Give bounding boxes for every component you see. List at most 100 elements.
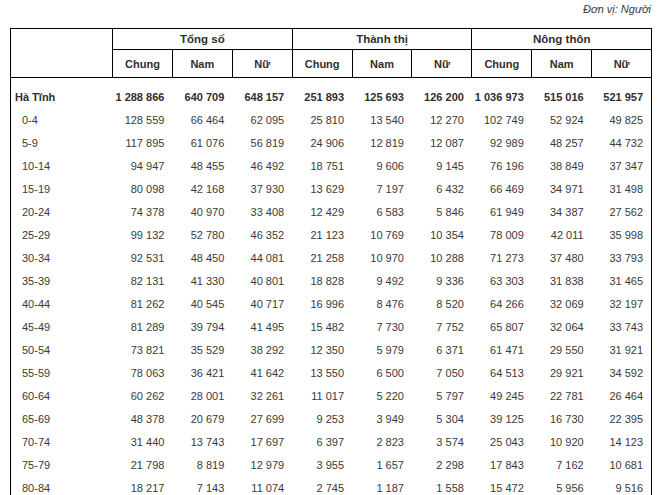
cell-value: 17 697 <box>232 431 292 454</box>
cell-value: 7 162 <box>532 454 592 477</box>
cell-value: 29 921 <box>532 362 592 385</box>
cell-value: 44 732 <box>592 132 652 155</box>
cell-value: 31 440 <box>113 431 173 454</box>
cell-value: 61 949 <box>472 201 532 224</box>
cell-value: 10 354 <box>412 224 472 247</box>
cell-value: 10 288 <box>412 247 472 270</box>
cell-value: 60 262 <box>113 385 173 408</box>
cell-value: 3 955 <box>292 454 352 477</box>
cell-value: 31 465 <box>592 270 652 293</box>
cell-value: 41 330 <box>172 270 232 293</box>
cell-value: 34 387 <box>532 201 592 224</box>
cell-value: 515 016 <box>532 78 592 110</box>
col-group-rural: Nông thôn <box>472 29 652 50</box>
cell-value: 37 930 <box>232 178 292 201</box>
cell-value: 1 036 973 <box>472 78 532 110</box>
cell-value: 71 273 <box>472 247 532 270</box>
cell-value: 18 217 <box>113 477 173 495</box>
cell-value: 15 472 <box>472 477 532 495</box>
cell-value: 99 132 <box>113 224 173 247</box>
cell-value: 64 266 <box>472 293 532 316</box>
row-label: 75-79 <box>11 454 113 477</box>
cell-value: 11 074 <box>232 477 292 495</box>
row-label: Hà Tĩnh <box>11 78 113 110</box>
cell-value: 41 495 <box>232 316 292 339</box>
cell-value: 13 629 <box>292 178 352 201</box>
cell-value: 8 819 <box>172 454 232 477</box>
table-row: Hà Tĩnh1 288 866640 709648 157251 893125… <box>11 78 652 110</box>
cell-value: 10 920 <box>532 431 592 454</box>
cell-value: 117 895 <box>113 132 173 155</box>
cell-value: 32 197 <box>592 293 652 316</box>
cell-value: 20 679 <box>172 408 232 431</box>
cell-value: 3 574 <box>412 431 472 454</box>
cell-value: 33 408 <box>232 201 292 224</box>
cell-value: 48 450 <box>172 247 232 270</box>
cell-value: 34 971 <box>532 178 592 201</box>
cell-value: 64 513 <box>472 362 532 385</box>
cell-value: 5 979 <box>352 339 412 362</box>
cell-value: 1 288 866 <box>113 78 173 110</box>
cell-value: 21 123 <box>292 224 352 247</box>
cell-value: 61 471 <box>472 339 532 362</box>
cell-value: 32 261 <box>232 385 292 408</box>
cell-value: 44 081 <box>232 247 292 270</box>
cell-value: 126 200 <box>412 78 472 110</box>
cell-value: 78 063 <box>113 362 173 385</box>
cell-value: 3 949 <box>352 408 412 431</box>
cell-value: 28 001 <box>172 385 232 408</box>
sub-header-urban-male: Nam <box>352 50 412 78</box>
table-row: 25-2999 13252 78046 35221 12310 76910 35… <box>11 224 652 247</box>
cell-value: 18 828 <box>292 270 352 293</box>
table-row: 45-4981 28939 79441 49515 4827 7307 7526… <box>11 316 652 339</box>
table-row: 5-9117 89561 07656 81924 90612 81912 087… <box>11 132 652 155</box>
cell-value: 40 801 <box>232 270 292 293</box>
cell-value: 1 558 <box>412 477 472 495</box>
row-label: 50-54 <box>11 339 113 362</box>
cell-value: 1 657 <box>352 454 412 477</box>
cell-value: 5 846 <box>412 201 472 224</box>
cell-value: 49 245 <box>472 385 532 408</box>
cell-value: 648 157 <box>232 78 292 110</box>
cell-value: 12 087 <box>412 132 472 155</box>
cell-value: 37 480 <box>532 247 592 270</box>
cell-value: 38 292 <box>232 339 292 362</box>
cell-value: 78 009 <box>472 224 532 247</box>
cell-value: 40 545 <box>172 293 232 316</box>
table-row: 80-8418 2177 14311 0742 7451 1871 55815 … <box>11 477 652 495</box>
cell-value: 32 069 <box>532 293 592 316</box>
row-label: 65-69 <box>11 408 113 431</box>
cell-value: 65 807 <box>472 316 532 339</box>
cell-value: 9 253 <box>292 408 352 431</box>
row-label: 25-29 <box>11 224 113 247</box>
cell-value: 33 743 <box>592 316 652 339</box>
cell-value: 31 498 <box>592 178 652 201</box>
table-row: 0-4128 55966 46462 09525 81013 54012 270… <box>11 109 652 132</box>
table-row: 10-1494 94748 45546 49218 7519 6069 1457… <box>11 155 652 178</box>
cell-value: 52 780 <box>172 224 232 247</box>
cell-value: 5 956 <box>532 477 592 495</box>
cell-value: 10 970 <box>352 247 412 270</box>
cell-value: 94 947 <box>113 155 173 178</box>
column-group-header-row: Tổng số Thành thị Nông thôn <box>11 29 652 50</box>
cell-value: 81 289 <box>113 316 173 339</box>
row-label: 20-24 <box>11 201 113 224</box>
cell-value: 102 749 <box>472 109 532 132</box>
cell-value: 16 996 <box>292 293 352 316</box>
sub-header-total-female: Nữ <box>232 50 292 78</box>
row-label: 30-34 <box>11 247 113 270</box>
cell-value: 48 257 <box>532 132 592 155</box>
cell-value: 27 562 <box>592 201 652 224</box>
cell-value: 9 145 <box>412 155 472 178</box>
cell-value: 21 258 <box>292 247 352 270</box>
cell-value: 251 893 <box>292 78 352 110</box>
table-row: 70-7431 44013 74317 6976 3972 8233 57425… <box>11 431 652 454</box>
cell-value: 9 492 <box>352 270 412 293</box>
cell-value: 34 592 <box>592 362 652 385</box>
cell-value: 41 642 <box>232 362 292 385</box>
cell-value: 6 371 <box>412 339 472 362</box>
cell-value: 66 464 <box>172 109 232 132</box>
cell-value: 39 794 <box>172 316 232 339</box>
table-row: 40-4481 26240 54540 71716 9968 4768 5206… <box>11 293 652 316</box>
cell-value: 6 432 <box>412 178 472 201</box>
